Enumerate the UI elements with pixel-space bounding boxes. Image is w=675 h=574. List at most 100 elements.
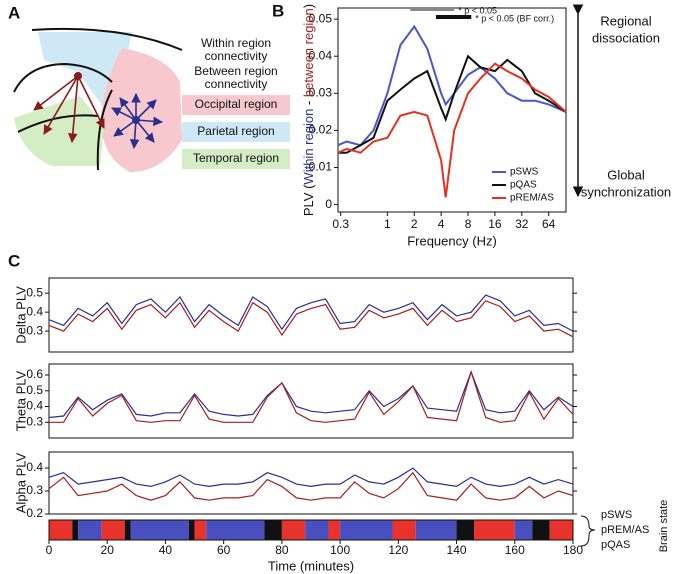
x-tick-label: 1 xyxy=(384,217,391,231)
significance-label: * p < 0.05 xyxy=(458,5,497,15)
y-axis-label-part: PLV ( xyxy=(301,184,316,216)
y-tick-label: 0.02 xyxy=(309,123,333,137)
state-segment xyxy=(78,520,102,540)
state-segment xyxy=(549,520,573,540)
y-tick-label: 0.4 xyxy=(26,304,43,318)
state-segment xyxy=(532,520,550,540)
state-segment xyxy=(124,520,131,540)
y-axis-label: Delta PLV xyxy=(13,286,28,344)
x-tick-label: 40 xyxy=(159,543,173,557)
state-segment xyxy=(49,520,73,540)
x-tick-label: 4 xyxy=(438,217,445,231)
y-axis-label: Alpha PLV xyxy=(13,452,28,513)
annotation: Global xyxy=(607,167,645,182)
y-tick-label: 0.03 xyxy=(309,85,333,99)
node xyxy=(74,72,82,80)
state-segment xyxy=(328,520,341,540)
y-axis-label-part: Within region xyxy=(301,109,316,185)
y-axis-label: PLV (Within region - between region) xyxy=(301,4,316,216)
significance-label: * p < 0.05 (BF corr.) xyxy=(475,13,554,23)
brain-diagram xyxy=(13,27,183,172)
panel-label: C xyxy=(8,251,20,270)
state-legend-label: pSWS xyxy=(601,509,632,521)
state-segment xyxy=(72,520,79,540)
node xyxy=(132,116,140,124)
state-segment xyxy=(474,520,515,540)
x-tick-label: 0 xyxy=(46,543,53,557)
state-segment xyxy=(281,520,306,540)
y-tick-label: 0.5 xyxy=(26,285,43,299)
panel-label: B xyxy=(272,1,284,20)
between-arrows xyxy=(33,75,105,143)
region-label: Parietal region xyxy=(197,124,274,138)
x-axis-label: Time (minutes) xyxy=(268,558,354,573)
annotation: synchronization xyxy=(581,184,671,199)
region-box xyxy=(182,122,290,142)
x-tick-label: 160 xyxy=(505,543,525,557)
region-box xyxy=(182,149,290,169)
legend-label: pQAS xyxy=(510,180,537,191)
x-tick-label: 64 xyxy=(542,217,556,231)
state-segment xyxy=(456,520,475,540)
series-line xyxy=(48,370,574,419)
y-tick-label: 0.2 xyxy=(26,506,43,520)
y-axis-label: Theta PLV xyxy=(13,370,28,431)
state-legend-label: pREM/AS xyxy=(601,524,649,536)
diagram-text: Between region xyxy=(194,64,277,78)
state-legend-label: pQAS xyxy=(601,539,630,551)
state-segment xyxy=(188,520,195,540)
x-tick-label: 20 xyxy=(101,543,115,557)
x-tick-label: 180 xyxy=(563,543,583,557)
temporal-area xyxy=(14,96,104,166)
state-segment xyxy=(514,520,533,540)
y-tick-label: 0.6 xyxy=(26,367,43,381)
annotation: Regional xyxy=(600,13,651,28)
region-label: Occipital region xyxy=(195,97,278,111)
state-bracket xyxy=(580,515,596,547)
plot-frame xyxy=(48,451,574,515)
plot-frame xyxy=(48,277,574,353)
diagram-text: connectivity xyxy=(205,77,268,91)
y-axis-label-part: between region xyxy=(301,8,316,97)
state-segment xyxy=(305,520,329,540)
legend-label: pREM/AS xyxy=(510,193,554,204)
state-segment xyxy=(194,520,207,540)
series-line xyxy=(48,294,574,332)
y-tick-label: 0.5 xyxy=(26,383,43,397)
state-segment xyxy=(340,520,393,540)
x-tick-label: 32 xyxy=(515,217,529,231)
region-box xyxy=(182,95,290,115)
state-segment xyxy=(415,520,457,540)
occipital-area xyxy=(100,48,182,172)
y-axis-label-part: - xyxy=(301,97,316,109)
state-segment xyxy=(130,520,189,540)
y-tick-label: 0.4 xyxy=(26,460,43,474)
x-tick-label: 140 xyxy=(447,543,467,557)
region-label: Temporal region xyxy=(193,151,279,165)
legend-label: pSWS xyxy=(510,167,539,178)
series-line xyxy=(337,24,567,147)
state-segment xyxy=(264,520,282,540)
y-tick-label: 0.4 xyxy=(26,399,43,413)
x-axis-label: Frequency (Hz) xyxy=(407,233,497,248)
x-tick-label: 80 xyxy=(275,543,289,557)
series-line xyxy=(48,467,574,488)
y-tick-label: 0.3 xyxy=(26,483,43,497)
series-line xyxy=(338,54,567,154)
y-tick-label: 0.04 xyxy=(309,48,333,62)
series-line xyxy=(49,369,574,423)
state-legend-title: Brain state xyxy=(658,500,670,553)
y-tick-label: 0.3 xyxy=(26,323,43,337)
y-axis-label-part: ) xyxy=(301,4,316,8)
state-segment xyxy=(206,520,265,540)
series-line xyxy=(48,300,574,338)
x-tick-label: 16 xyxy=(488,217,502,231)
x-tick-label: 2 xyxy=(411,217,418,231)
y-tick-label: 0.05 xyxy=(309,11,333,25)
outline xyxy=(31,27,183,51)
series-line xyxy=(337,62,567,198)
y-tick-label: 0 xyxy=(325,197,332,211)
series-line xyxy=(48,471,574,501)
state-segment xyxy=(101,520,125,540)
